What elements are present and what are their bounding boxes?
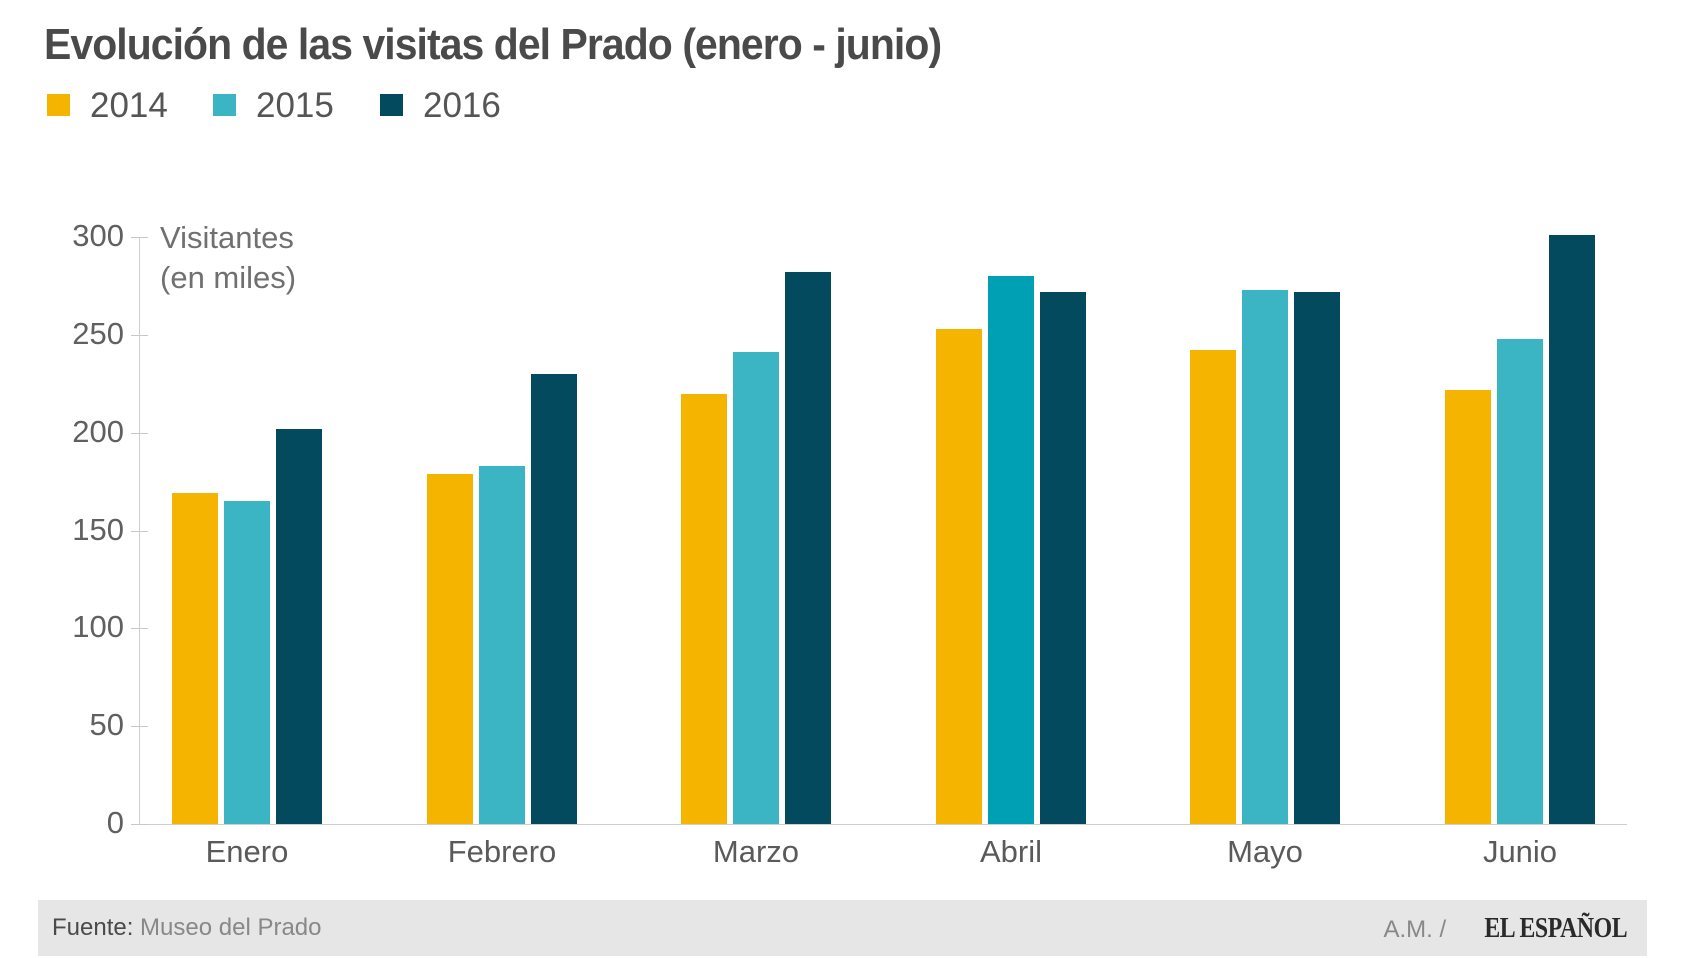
y-tick [131,726,148,727]
bar-enero-2016 [276,429,322,824]
legend-label-2014: 2014 [90,86,168,125]
y-tick-label: 50 [89,707,124,742]
x-tick-label-marzo: Marzo [712,834,800,869]
y-tick [131,824,148,825]
bar-junio-2016 [1549,235,1595,824]
y-tick [131,433,148,434]
footer-source: Fuente: Museo del Prado [52,914,322,942]
bar-mayo-2016 [1294,292,1340,824]
y-tick [131,335,148,336]
x-tick-label-febrero: Febrero [447,834,557,869]
x-tick-label-enero: Enero [205,834,289,869]
y-axis-line [139,237,140,824]
x-tick-label-mayo: Mayo [1227,834,1303,869]
source-label: Fuente: [52,914,134,941]
brand-logo: EL ESPAÑOL [1484,912,1627,944]
y-tick-label: 200 [72,414,124,449]
y-tick [131,628,148,629]
y-tick-label: 100 [72,609,124,644]
bar-febrero-2016 [531,374,577,824]
bar-abril-2014 [936,329,982,824]
bar-marzo-2016 [785,272,831,824]
bar-febrero-2015 [479,466,525,824]
chart-title: Evolución de las visitas del Prado (ener… [44,20,942,69]
bar-abril-2016 [1040,292,1086,824]
y-tick [131,237,148,238]
author-credit: A.M. / [1383,916,1453,943]
bar-enero-2015 [224,501,270,824]
bar-marzo-2015 [733,352,779,824]
legend-swatch-2015 [213,94,236,116]
y-tick-label: 0 [106,805,124,840]
footer-credit: A.M. / EL ESPAÑOL [1384,912,1628,949]
bar-enero-2014 [172,493,218,824]
bar-marzo-2014 [681,394,727,824]
y-axis-unit-label: Visitantes (en miles) [160,220,297,295]
bar-junio-2015 [1497,339,1543,824]
y-tick-label: 250 [72,316,124,351]
footer: Fuente: Museo del Prado A.M. / EL ESPAÑO… [38,900,1647,956]
bar-mayo-2015 [1242,290,1288,824]
y-tick [131,531,148,532]
x-tick-label-abril: Abril [979,834,1042,869]
bar-junio-2014 [1445,390,1491,824]
bar-febrero-2014 [427,474,473,824]
legend-swatch-2014 [47,94,70,116]
y-tick-label: 300 [72,218,124,253]
y-tick-label: 150 [72,512,124,547]
legend-swatch-2016 [380,94,403,116]
legend-label-2015: 2015 [256,86,334,125]
bar-abril-2015 [988,276,1034,824]
bar-mayo-2014 [1190,350,1236,824]
x-tick-label-junio: Junio [1482,834,1558,869]
x-axis-line [139,824,1627,825]
source-value: Museo del Prado [133,914,322,941]
legend-label-2016: 2016 [423,86,501,125]
